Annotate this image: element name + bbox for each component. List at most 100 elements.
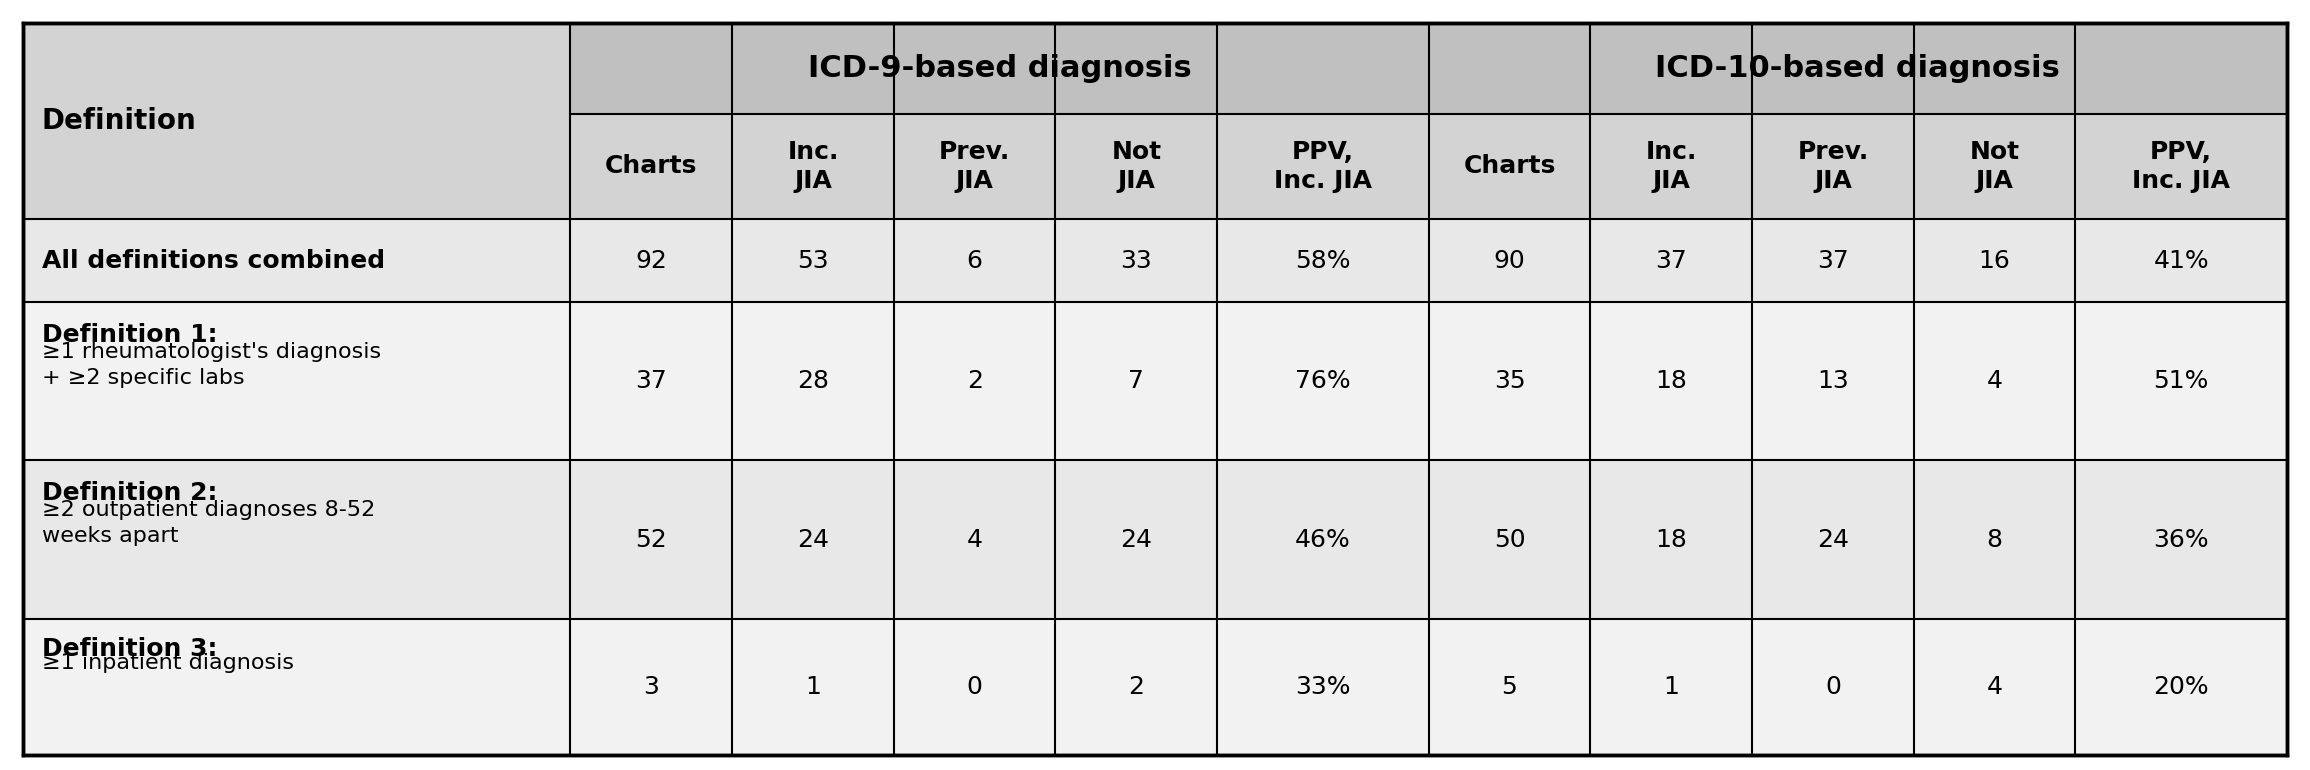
- Bar: [1589, 114, 1751, 219]
- Bar: [1428, 460, 1589, 619]
- Bar: [1428, 23, 2287, 114]
- Text: 92: 92: [635, 249, 668, 273]
- Bar: [1589, 619, 1751, 755]
- Bar: [1913, 460, 2074, 619]
- Bar: [23, 23, 571, 114]
- Bar: [732, 302, 894, 460]
- Text: ICD-10-based diagnosis: ICD-10-based diagnosis: [1656, 54, 2061, 83]
- Text: 76%: 76%: [1296, 370, 1351, 393]
- Bar: [1428, 302, 1589, 460]
- Text: 4: 4: [966, 527, 982, 551]
- Bar: [1751, 219, 1913, 302]
- Bar: [23, 302, 571, 460]
- Bar: [1217, 219, 1428, 302]
- Text: Definition: Definition: [42, 107, 196, 136]
- Bar: [1056, 114, 1217, 219]
- Text: 37: 37: [1818, 249, 1848, 273]
- Bar: [571, 460, 732, 619]
- Bar: [23, 219, 571, 302]
- Bar: [894, 302, 1056, 460]
- Text: 5: 5: [1502, 675, 1518, 698]
- Text: Definition 1:: Definition 1:: [42, 323, 217, 346]
- Bar: [571, 619, 732, 755]
- Text: 58%: 58%: [1296, 249, 1351, 273]
- Bar: [1913, 114, 2074, 219]
- Text: 33%: 33%: [1296, 675, 1351, 698]
- Text: 3: 3: [642, 675, 658, 698]
- Bar: [1913, 619, 2074, 755]
- Text: ICD-9-based diagnosis: ICD-9-based diagnosis: [808, 54, 1192, 83]
- Text: 33: 33: [1120, 249, 1153, 273]
- Text: 1: 1: [804, 675, 820, 698]
- Bar: [23, 23, 571, 219]
- Bar: [2074, 114, 2287, 219]
- Bar: [1913, 302, 2074, 460]
- Text: 4: 4: [1987, 370, 2003, 393]
- Bar: [1913, 219, 2074, 302]
- Bar: [1751, 460, 1913, 619]
- Text: 2: 2: [966, 370, 982, 393]
- Bar: [1428, 219, 1589, 302]
- Bar: [732, 114, 894, 219]
- Text: 53: 53: [797, 249, 829, 273]
- Bar: [571, 23, 1428, 114]
- Bar: [1217, 619, 1428, 755]
- Text: Charts: Charts: [1462, 154, 1555, 179]
- Text: 13: 13: [1818, 370, 1848, 393]
- Text: 7: 7: [1127, 370, 1143, 393]
- Text: 37: 37: [635, 370, 668, 393]
- Text: PPV,
Inc. JIA: PPV, Inc. JIA: [1273, 139, 1372, 193]
- Text: 20%: 20%: [2153, 675, 2208, 698]
- Text: ≥2 outpatient diagnoses 8-52
weeks apart: ≥2 outpatient diagnoses 8-52 weeks apart: [42, 500, 374, 547]
- Text: 51%: 51%: [2153, 370, 2208, 393]
- Bar: [2074, 460, 2287, 619]
- Text: 18: 18: [1656, 527, 1686, 551]
- Bar: [1217, 302, 1428, 460]
- Text: ≥1 rheumatologist's diagnosis
+ ≥2 specific labs: ≥1 rheumatologist's diagnosis + ≥2 speci…: [42, 342, 381, 388]
- Text: Definition 3:: Definition 3:: [42, 637, 217, 661]
- Text: 50: 50: [1495, 527, 1525, 551]
- Text: 52: 52: [635, 527, 668, 551]
- Text: 0: 0: [1825, 675, 1841, 698]
- Text: 24: 24: [1818, 527, 1848, 551]
- Text: 41%: 41%: [2153, 249, 2208, 273]
- Bar: [571, 219, 732, 302]
- Text: PPV,
Inc. JIA: PPV, Inc. JIA: [2132, 139, 2229, 193]
- Text: 24: 24: [1120, 527, 1153, 551]
- Bar: [2074, 619, 2287, 755]
- Bar: [1751, 114, 1913, 219]
- Bar: [1751, 302, 1913, 460]
- Text: 16: 16: [1980, 249, 2010, 273]
- Text: 2: 2: [1127, 675, 1143, 698]
- Text: 46%: 46%: [1296, 527, 1351, 551]
- Text: All definitions combined: All definitions combined: [42, 249, 386, 273]
- Bar: [894, 619, 1056, 755]
- Bar: [894, 114, 1056, 219]
- Text: 4: 4: [1987, 675, 2003, 698]
- Bar: [1751, 619, 1913, 755]
- Bar: [1589, 302, 1751, 460]
- Bar: [571, 302, 732, 460]
- Bar: [1428, 619, 1589, 755]
- Bar: [2074, 302, 2287, 460]
- Text: Prev.
JIA: Prev. JIA: [1797, 139, 1869, 193]
- Text: 28: 28: [797, 370, 829, 393]
- Text: Inc.
JIA: Inc. JIA: [1645, 139, 1698, 193]
- Text: 1: 1: [1663, 675, 1679, 698]
- Bar: [23, 460, 571, 619]
- Bar: [732, 619, 894, 755]
- Bar: [1589, 460, 1751, 619]
- Text: Prev.
JIA: Prev. JIA: [940, 139, 1009, 193]
- Bar: [571, 114, 732, 219]
- Text: 6: 6: [966, 249, 982, 273]
- Bar: [1217, 460, 1428, 619]
- Bar: [1056, 302, 1217, 460]
- Text: 24: 24: [797, 527, 829, 551]
- Bar: [732, 460, 894, 619]
- Text: ≥1 inpatient diagnosis: ≥1 inpatient diagnosis: [42, 653, 293, 673]
- Bar: [1589, 219, 1751, 302]
- Bar: [1056, 619, 1217, 755]
- Text: Definition 2:: Definition 2:: [42, 481, 217, 505]
- Text: 36%: 36%: [2153, 527, 2208, 551]
- Text: Not
JIA: Not JIA: [1111, 139, 1162, 193]
